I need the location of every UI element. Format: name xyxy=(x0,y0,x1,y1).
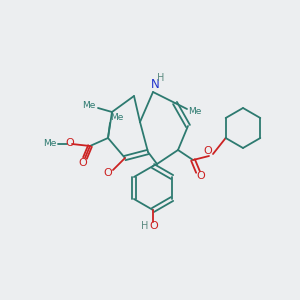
Text: Me: Me xyxy=(43,140,57,148)
Text: O: O xyxy=(196,171,206,181)
Text: N: N xyxy=(151,77,159,91)
Text: H: H xyxy=(141,221,149,231)
Text: H: H xyxy=(157,73,165,83)
Text: O: O xyxy=(103,168,112,178)
Text: Me: Me xyxy=(110,113,124,122)
Text: O: O xyxy=(150,221,158,231)
Text: O: O xyxy=(204,146,212,156)
Text: Me: Me xyxy=(82,101,96,110)
Text: O: O xyxy=(66,138,74,148)
Text: Me: Me xyxy=(188,106,202,116)
Text: O: O xyxy=(79,158,87,168)
